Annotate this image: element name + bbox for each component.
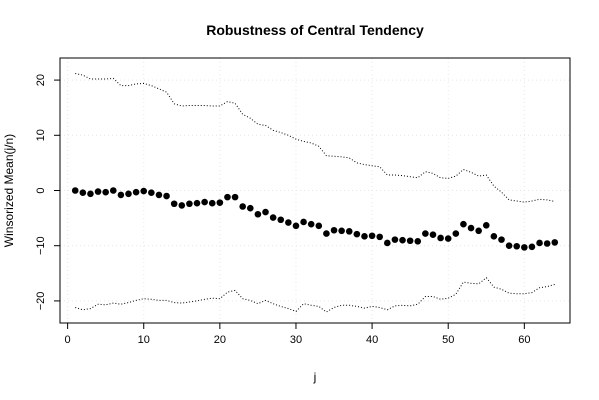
data-point <box>505 242 513 250</box>
lower-bound-line <box>75 276 555 313</box>
data-point <box>125 190 132 198</box>
data-point <box>376 233 384 241</box>
chart-title: Robustness of Central Tendency <box>206 22 424 38</box>
data-point <box>307 220 315 228</box>
x-tick-label: 50 <box>442 334 454 346</box>
data-point <box>422 230 429 237</box>
data-point <box>178 202 186 209</box>
data-point <box>551 239 559 246</box>
data-point <box>117 191 125 199</box>
data-point <box>368 232 376 240</box>
data-point <box>208 199 216 207</box>
data-point <box>102 188 109 196</box>
x-tick-label: 40 <box>366 334 378 346</box>
data-point <box>391 236 399 243</box>
data-point <box>216 199 224 206</box>
data-point <box>155 191 163 199</box>
data-point <box>452 230 460 237</box>
data-point <box>170 200 178 208</box>
data-point <box>224 193 231 201</box>
data-point <box>475 227 482 235</box>
data-point <box>543 240 551 247</box>
data-point <box>201 198 208 206</box>
data-point <box>300 218 307 226</box>
data-point <box>140 187 148 195</box>
data-point <box>414 237 422 245</box>
data-point <box>536 239 543 247</box>
data-point <box>132 188 140 196</box>
data-point <box>399 236 406 244</box>
x-tick-label: 10 <box>138 334 150 346</box>
data-point <box>71 187 79 194</box>
data-point <box>231 193 239 201</box>
data-point <box>406 237 414 245</box>
upper-bound-line <box>75 73 555 203</box>
data-point <box>315 222 323 230</box>
y-tick-label: 20 <box>35 74 47 86</box>
series-layer <box>71 73 559 313</box>
data-point <box>490 233 498 240</box>
y-axis: −20 −10 0 10 20 <box>35 74 61 311</box>
data-point <box>148 189 155 197</box>
data-point <box>163 192 170 200</box>
data-point <box>528 243 536 251</box>
data-point <box>444 235 452 242</box>
data-point <box>338 227 345 235</box>
x-axis-label: j <box>313 370 317 384</box>
data-point <box>186 200 193 208</box>
data-point <box>277 216 285 224</box>
x-tick-label: 60 <box>518 334 530 346</box>
data-point <box>482 221 490 229</box>
x-axis: 0 10 20 30 40 50 60 <box>65 322 530 346</box>
data-point <box>460 220 467 228</box>
data-point <box>285 219 292 226</box>
data-point <box>513 242 521 250</box>
data-point <box>323 230 330 237</box>
data-point <box>521 244 528 251</box>
x-tick-label: 20 <box>214 334 226 346</box>
data-point <box>246 204 254 212</box>
data-point <box>361 233 368 240</box>
data-point <box>345 228 353 235</box>
y-axis-label: Winsorized Mean(j/n) <box>2 134 16 247</box>
data-point <box>292 222 300 230</box>
data-point <box>437 234 444 242</box>
y-tick-label: −10 <box>35 236 47 255</box>
data-point <box>498 236 505 243</box>
data-point <box>239 203 246 210</box>
y-tick-label: 0 <box>35 187 47 193</box>
y-tick-label: −20 <box>35 292 47 311</box>
data-point <box>384 239 391 247</box>
data-point <box>429 231 437 238</box>
data-point <box>87 190 94 198</box>
x-tick-label: 30 <box>290 334 302 346</box>
data-point <box>254 210 262 218</box>
y-tick-label: 10 <box>35 129 47 141</box>
data-point <box>193 199 201 207</box>
data-point <box>269 214 277 221</box>
data-point <box>353 230 361 238</box>
data-point <box>330 226 338 234</box>
data-point <box>467 224 475 232</box>
data-point <box>109 187 117 194</box>
data-point <box>262 208 269 216</box>
data-point <box>94 188 102 195</box>
data-point <box>79 189 87 197</box>
x-tick-label: 0 <box>65 334 71 346</box>
